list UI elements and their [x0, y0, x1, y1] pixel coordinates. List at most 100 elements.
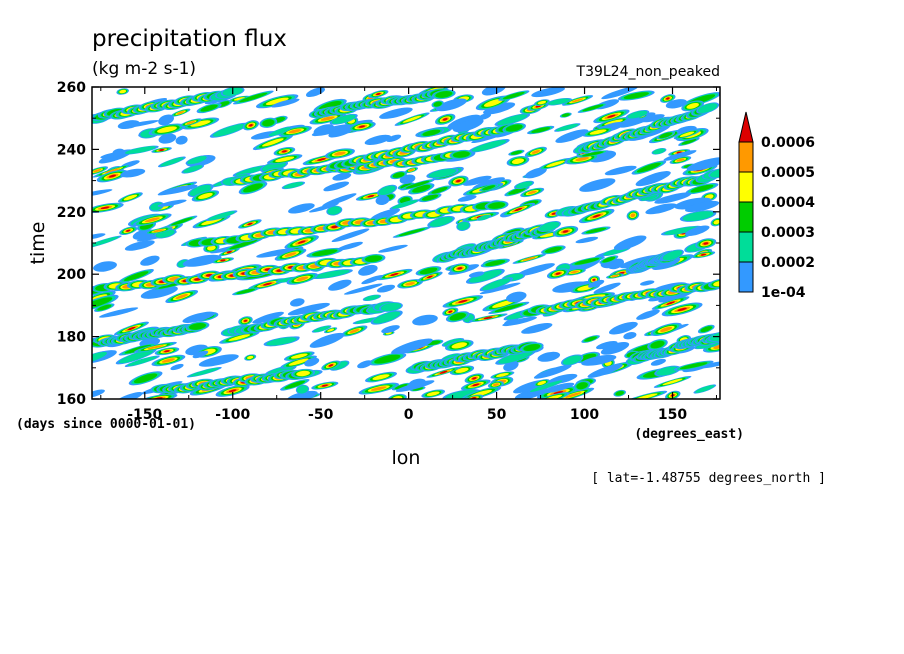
precip-cell: [313, 325, 330, 333]
precip-cell: [288, 129, 302, 134]
precip-cell: [431, 186, 448, 194]
precip-cell: [334, 151, 346, 156]
y-tick-label: 260: [57, 80, 86, 96]
precip-cell: [471, 140, 507, 152]
precip-cell: [582, 104, 604, 112]
colorbar-label: 0.0005: [761, 165, 815, 181]
precip-cell: [570, 270, 580, 274]
precip-cell: [656, 366, 679, 376]
precip-cell: [419, 267, 438, 275]
precip-cell: [261, 161, 286, 172]
precip-cell: [679, 362, 708, 370]
precip-cell: [552, 281, 588, 293]
precip-cell: [472, 383, 480, 387]
precip-streak: [505, 124, 523, 132]
precip-cell: [381, 325, 400, 334]
precip-cell: [228, 389, 237, 393]
precip-cell: [320, 116, 335, 121]
precip-cell: [686, 157, 720, 171]
colorbar-label: 1e-04: [761, 285, 806, 301]
precip-streak: [709, 331, 720, 342]
precip-streak: [488, 202, 506, 209]
precip-cell: [275, 156, 295, 163]
precip-cell: [589, 129, 607, 135]
x-axis-label: lon: [392, 447, 421, 469]
precip-cell: [703, 242, 709, 245]
precip-cell: [239, 92, 268, 103]
precip-cell: [124, 146, 156, 154]
precip-cell: [636, 162, 661, 173]
precip-cell: [596, 340, 618, 350]
precip-cell: [495, 372, 509, 378]
precip-cell: [412, 387, 424, 391]
precip-cell: [265, 97, 289, 106]
precip-cell: [252, 311, 284, 324]
precip-cell: [372, 374, 390, 380]
precip-cell: [468, 271, 485, 278]
precip-cell: [373, 311, 401, 324]
precip-cell: [479, 282, 521, 295]
precip-streak: [662, 250, 683, 261]
precip-cell: [186, 120, 196, 125]
precip-cell: [296, 385, 309, 394]
precip-cell: [229, 239, 258, 250]
precip-cell: [645, 203, 677, 215]
precip-cell: [533, 364, 572, 379]
precip-cell: [296, 276, 309, 282]
precip-cell: [92, 236, 119, 248]
x-tick-label: -100: [215, 407, 250, 423]
precip-cell: [581, 354, 617, 366]
precip-cell: [321, 384, 328, 387]
precip-cell: [99, 307, 139, 318]
precip-cell: [376, 284, 396, 293]
precip-cell: [581, 151, 604, 157]
precip-cell: [555, 129, 589, 143]
precip-cell: [485, 259, 506, 267]
precip-cell: [398, 228, 426, 237]
precip-cell: [390, 273, 399, 276]
precip-cell: [226, 250, 232, 254]
precip-cell: [402, 115, 422, 123]
precip-cell: [613, 235, 647, 251]
precip-cell: [551, 212, 557, 215]
precip-cell: [183, 165, 203, 173]
precip-cell: [171, 217, 193, 226]
precip-cell: [375, 92, 381, 96]
precip-cell: [575, 236, 599, 244]
precip-cell: [207, 245, 216, 251]
y-tick-label: 200: [57, 267, 86, 283]
precip-cell: [247, 222, 253, 226]
precip-cell: [522, 256, 536, 261]
precip-cell: [286, 390, 318, 399]
precip-cell: [531, 127, 551, 133]
precip-cell: [92, 189, 113, 198]
precip-cell: [664, 226, 700, 235]
precip-cell: [543, 382, 575, 393]
chart-title: precipitation flux: [92, 26, 287, 52]
precip-cell: [327, 206, 342, 215]
precip-cell: [147, 345, 164, 350]
precip-cell: [140, 255, 160, 266]
precip-cell: [556, 123, 579, 132]
precip-cell: [115, 392, 143, 399]
colorbar-label: 0.0006: [761, 135, 815, 151]
precip-cell: [635, 171, 671, 187]
precip-cell: [451, 342, 468, 349]
precip-cell: [602, 256, 616, 263]
precip-cell: [498, 350, 533, 364]
precip-streak: [380, 302, 402, 312]
precip-cell: [659, 132, 673, 139]
precip-cell: [266, 337, 297, 346]
precip-cell: [158, 184, 198, 196]
precip-cell: [343, 283, 383, 295]
precip-cell: [190, 120, 211, 127]
precip-cell: [483, 102, 516, 115]
precip-cell: [457, 195, 477, 202]
precip-cell: [337, 241, 363, 251]
precip-cell: [537, 100, 547, 105]
precip-cell: [442, 118, 448, 121]
precip-streak: [435, 90, 453, 98]
precip-cell: [604, 165, 637, 176]
chart-units: (kg m-2 s-1): [92, 59, 196, 79]
precip-cell: [587, 363, 623, 378]
